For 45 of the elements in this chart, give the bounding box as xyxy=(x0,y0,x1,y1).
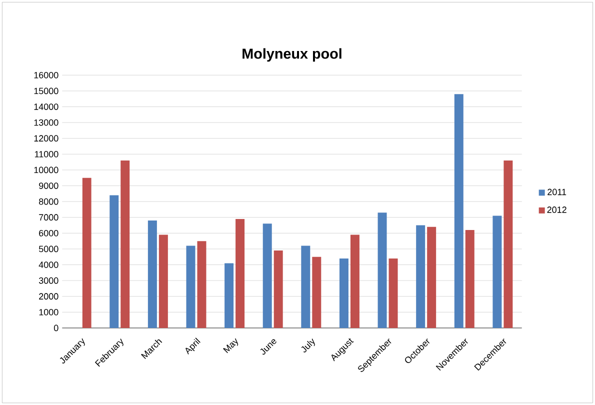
bar xyxy=(120,160,130,328)
bar xyxy=(427,226,436,328)
x-tick-label: July xyxy=(301,338,315,352)
bar xyxy=(492,216,502,328)
y-tick-label: 0 xyxy=(54,324,58,332)
y-tick-label: 3000 xyxy=(38,277,58,284)
bar xyxy=(110,195,119,328)
bar xyxy=(224,263,234,328)
bar xyxy=(197,241,206,328)
bar xyxy=(454,94,464,328)
y-tick-label: 6000 xyxy=(39,230,58,236)
y-tick-label: 16000 xyxy=(34,72,58,78)
bar xyxy=(378,212,387,328)
bar xyxy=(274,250,283,328)
chart-title: Molyneux pool xyxy=(242,48,342,62)
y-tick-label: 7000 xyxy=(39,214,58,220)
y-tick-label: 12000 xyxy=(34,135,58,142)
y-tick-label: 14000 xyxy=(34,104,58,110)
y-tick-label: 2000 xyxy=(39,293,58,300)
y-tick-label: 9000 xyxy=(39,182,58,189)
bar xyxy=(148,220,157,328)
bar xyxy=(301,246,310,328)
bar xyxy=(158,234,168,328)
y-tick-label: 4000 xyxy=(38,262,58,268)
y-tick-label: 5000 xyxy=(38,246,58,252)
bar xyxy=(388,258,398,328)
bar xyxy=(236,218,245,328)
bar xyxy=(262,224,272,328)
y-tick-label: 8000 xyxy=(39,198,58,205)
y-tick-label: 10000 xyxy=(34,166,58,174)
bar xyxy=(312,256,322,328)
y-tick-label: 11000 xyxy=(34,150,58,158)
bar xyxy=(350,234,360,328)
bar xyxy=(465,230,474,328)
legend-label: 2012 xyxy=(547,206,566,213)
bar xyxy=(186,246,196,328)
bar xyxy=(504,160,513,328)
bar xyxy=(82,178,92,328)
bar xyxy=(339,258,348,328)
y-tick-label: 13000 xyxy=(34,119,58,126)
x-tick-label: May xyxy=(223,338,238,354)
y-tick-label: 15000 xyxy=(34,88,58,94)
y-tick-label: 1000 xyxy=(39,308,58,316)
bar xyxy=(416,225,426,328)
legend-label: 2011 xyxy=(548,188,566,196)
